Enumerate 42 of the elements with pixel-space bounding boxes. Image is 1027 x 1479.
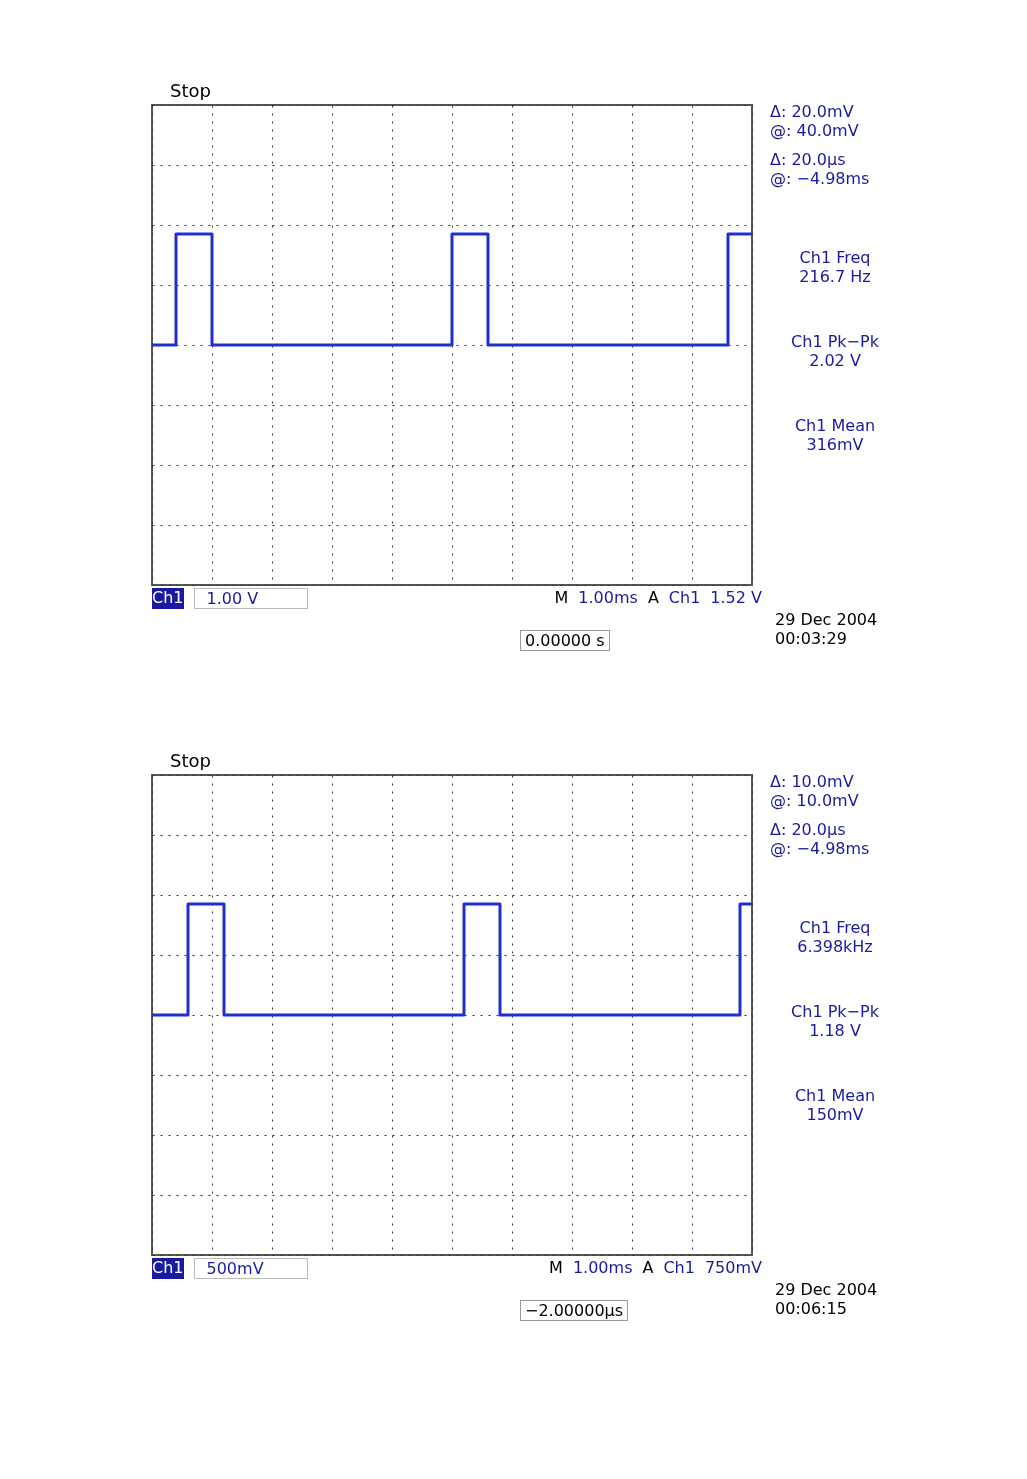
- text: −2.00000µs: [520, 1300, 629, 1321]
- text: Δ: 20.0µs: [770, 150, 847, 169]
- text: 0.00000 s: [520, 630, 610, 651]
- text: 216.7 Hz: [798, 267, 872, 286]
- text: Stop: [170, 80, 211, 101]
- text: Ch1: [668, 588, 701, 609]
- text: Ch1: [663, 1258, 695, 1279]
- text: Stop: [170, 750, 211, 771]
- text: 150mV: [805, 1105, 865, 1124]
- text: @: 10.0mV: [770, 791, 860, 810]
- text: 00:06:15: [775, 1299, 848, 1318]
- text: M: [549, 1258, 563, 1279]
- text: @: −4.98ms: [770, 169, 871, 188]
- text: Ch1: [152, 1258, 184, 1279]
- text: 750mV: [704, 1258, 762, 1279]
- text: Ch1 Pk−Pk: [790, 1002, 880, 1021]
- text: @: 40.0mV: [770, 121, 860, 140]
- text: 1.52 V: [710, 588, 762, 609]
- text: 1.00ms: [578, 588, 638, 609]
- text: 2.02 V: [808, 351, 862, 370]
- text: 316mV: [805, 435, 865, 454]
- text: 1.18 V: [808, 1021, 862, 1040]
- text: M: [554, 588, 569, 609]
- text: 500mV: [193, 1258, 308, 1279]
- text: Ch1 Mean: [793, 416, 877, 435]
- text: Ch1: [152, 588, 184, 609]
- text: 1.00 V: [193, 588, 308, 609]
- text: Δ: 20.0mV: [770, 102, 855, 121]
- text: 29 Dec 2004: [775, 1280, 878, 1299]
- text: @: −4.98ms: [770, 839, 871, 858]
- text: Δ: 10.0mV: [770, 772, 855, 791]
- text: Ch1 Freq: [798, 248, 872, 267]
- text: A: [647, 588, 659, 609]
- text: Ch1 Mean: [793, 1086, 877, 1105]
- text: 29 Dec 2004: [775, 610, 878, 629]
- text: Ch1 Pk−Pk: [790, 332, 880, 351]
- text: 1.00ms: [572, 1258, 633, 1279]
- text: 00:03:29: [775, 629, 848, 648]
- text: Δ: 20.0µs: [770, 820, 847, 839]
- text: Ch1 Freq: [798, 918, 872, 937]
- text: 6.398kHz: [796, 937, 874, 956]
- text: A: [642, 1258, 654, 1279]
